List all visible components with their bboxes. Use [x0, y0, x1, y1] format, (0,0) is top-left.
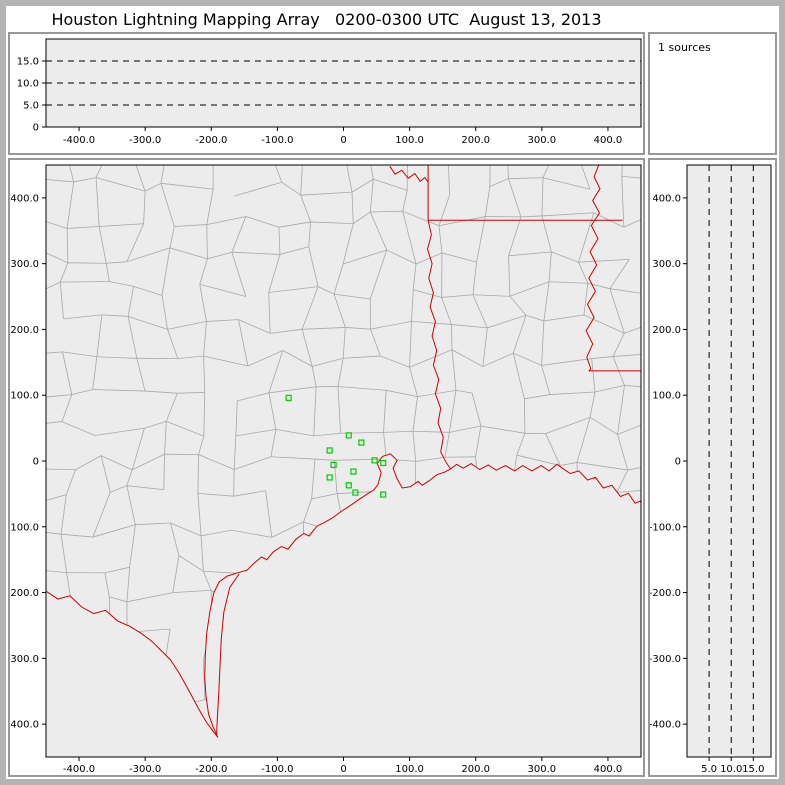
svg-text:-300.0: -300.0: [650, 654, 681, 665]
svg-text:-300.0: -300.0: [129, 135, 161, 146]
svg-text:300.0: 300.0: [528, 764, 557, 775]
svg-text:-100.0: -100.0: [261, 135, 293, 146]
svg-text:15.0: 15.0: [17, 57, 39, 68]
lma-station-markers: [285, 394, 387, 498]
svg-text:100.0: 100.0: [10, 391, 39, 402]
svg-text:200.0: 200.0: [10, 325, 39, 336]
plan-view-map-panel: 400.0 300.0 200.0 100.0 0 -100.0 -200.0 -300.0 -…: [8, 158, 645, 777]
svg-text:-100.0: -100.0: [261, 764, 293, 775]
svg-text:200.0: 200.0: [461, 764, 490, 775]
svg-text:-200.0: -200.0: [650, 588, 681, 599]
svg-text:300.0: 300.0: [652, 259, 681, 270]
svg-text:5.0: 5.0: [23, 101, 39, 112]
plan-view-map-plot[interactable]: 400.0 300.0 200.0 100.0 0 -100.0 -200.0 -300.0 -…: [10, 160, 643, 775]
altitude-east-west-panel: 15.0 10.0 5.0 0 -400.0 -300.0 -200.0 -100.0 0 100…: [8, 32, 645, 155]
svg-text:-100.0: -100.0: [650, 522, 681, 533]
svg-text:10.0: 10.0: [720, 764, 742, 775]
svg-text:10.0: 10.0: [17, 79, 39, 90]
svg-text:0: 0: [33, 457, 39, 468]
svg-text:-200.0: -200.0: [195, 764, 227, 775]
svg-text:100.0: 100.0: [395, 135, 424, 146]
svg-text:200.0: 200.0: [652, 325, 681, 336]
svg-text:-200.0: -200.0: [10, 588, 39, 599]
svg-text:0: 0: [33, 123, 39, 134]
sources-count-label: 1 sources: [658, 41, 711, 54]
svg-text:200.0: 200.0: [461, 135, 490, 146]
svg-text:100.0: 100.0: [395, 764, 424, 775]
svg-text:5.0: 5.0: [701, 764, 717, 775]
svg-text:-400.0: -400.0: [63, 764, 95, 775]
sources-count-panel: 1 sources: [648, 32, 777, 155]
svg-text:15.0: 15.0: [742, 764, 764, 775]
page-title: Houston Lightning Mapping Array 0200-030…: [51, 10, 602, 29]
svg-text:-200.0: -200.0: [195, 135, 227, 146]
altitude-east-west-plot[interactable]: 15.0 10.0 5.0 0 -400.0 -300.0 -200.0 -100.0 0 100…: [10, 34, 643, 153]
svg-text:-400.0: -400.0: [63, 135, 95, 146]
svg-text:400.0: 400.0: [10, 193, 39, 204]
svg-text:-300.0: -300.0: [10, 654, 39, 665]
svg-text:0: 0: [675, 457, 681, 468]
svg-text:100.0: 100.0: [652, 391, 681, 402]
svg-text:0: 0: [340, 135, 346, 146]
svg-text:300.0: 300.0: [528, 135, 557, 146]
svg-text:400.0: 400.0: [594, 764, 623, 775]
svg-text:-400.0: -400.0: [650, 720, 681, 731]
svg-text:0: 0: [340, 764, 346, 775]
svg-text:-300.0: -300.0: [129, 764, 161, 775]
svg-text:400.0: 400.0: [594, 135, 623, 146]
altitude-north-south-plot[interactable]: 400.0 300.0 200.0 100.0 0 -100.0 -200.0 -300.0 -…: [650, 160, 775, 775]
svg-text:300.0: 300.0: [10, 259, 39, 270]
svg-text:400.0: 400.0: [652, 193, 681, 204]
svg-text:-400.0: -400.0: [10, 720, 39, 731]
svg-text:-100.0: -100.0: [10, 522, 39, 533]
altitude-north-south-panel: 400.0 300.0 200.0 100.0 0 -100.0 -200.0 -300.0 -…: [648, 158, 777, 777]
